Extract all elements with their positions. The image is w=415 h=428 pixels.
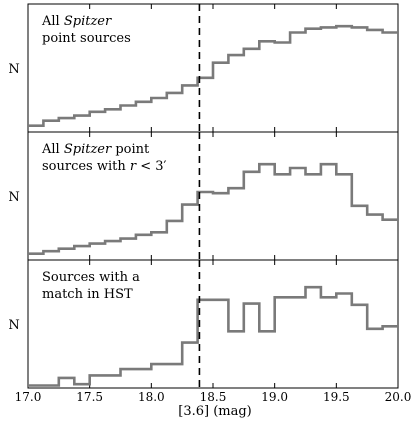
x-tick-label: 19.0	[261, 390, 288, 404]
panel-label-line: All Spitzer	[41, 14, 112, 29]
panel-3: N Sources with a match in HST	[8, 259, 399, 389]
y-axis-label: N	[8, 62, 19, 77]
x-tick-label: 18.0	[138, 390, 165, 404]
panels-group: N All Spitzer point sources N All Spitzer po…	[8, 3, 399, 389]
y-axis-label: N	[8, 190, 19, 205]
panel-2: N All Spitzer point sources with r < 3′	[8, 131, 399, 261]
x-tick-label: 19.5	[323, 390, 350, 404]
x-axis-label: [3.6] (mag)	[178, 404, 252, 419]
x-tick-label: 20.0	[385, 390, 412, 404]
panel-label-line: sources with r < 3′	[42, 159, 167, 174]
histogram-series	[28, 162, 398, 255]
x-tick-labels: 17.0 17.5 18.0 18.5 19.0 19.5 20.0	[15, 390, 412, 404]
histogram-series	[28, 24, 398, 127]
panel-label-line: All Spitzer point	[41, 142, 150, 157]
panel-1: N All Spitzer point sources	[8, 3, 399, 133]
panel-label-line: point sources	[42, 31, 131, 46]
histogram-series	[28, 285, 398, 387]
x-tick-label: 17.5	[76, 390, 103, 404]
panel-label-line: match in HST	[42, 287, 133, 302]
x-tick-label: 17.0	[15, 390, 42, 404]
x-tick-label: 18.5	[200, 390, 227, 404]
panel-label-line: Sources with a	[42, 270, 140, 285]
y-axis-label: N	[8, 318, 19, 333]
